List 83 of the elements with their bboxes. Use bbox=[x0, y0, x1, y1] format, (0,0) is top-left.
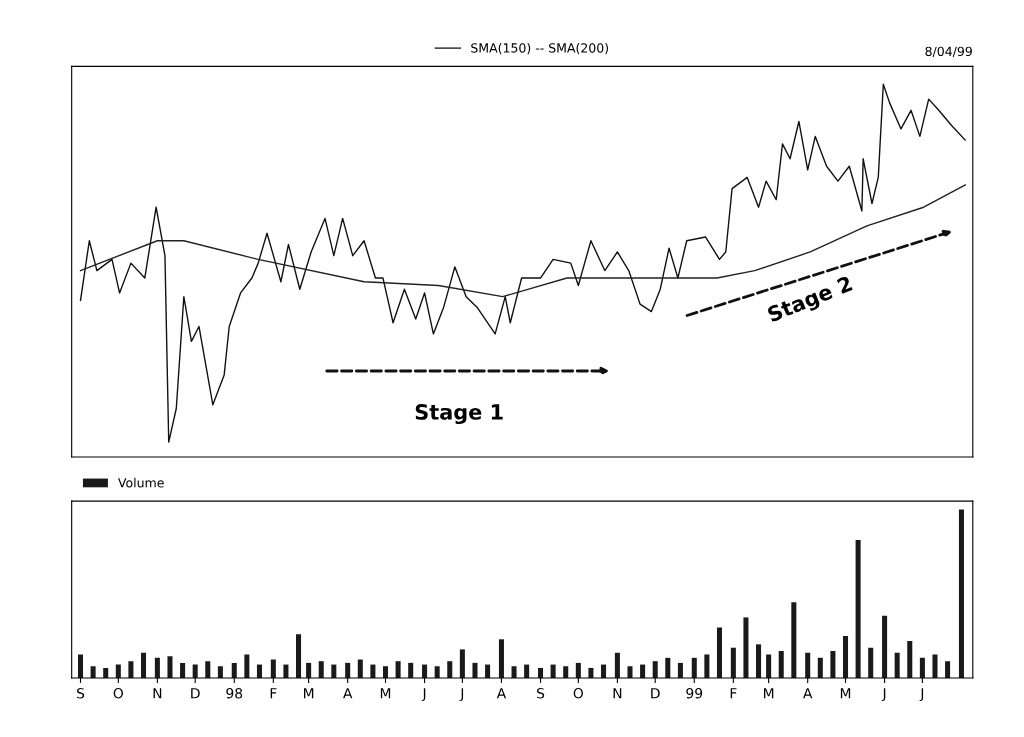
x-tick-label: O bbox=[113, 688, 123, 699]
bar bbox=[704, 654, 710, 679]
annotation: Stage 1 bbox=[415, 404, 503, 425]
bar bbox=[627, 666, 633, 679]
bar bbox=[691, 657, 697, 679]
x-tick-label: N bbox=[153, 688, 162, 699]
bar bbox=[217, 666, 223, 679]
bar bbox=[498, 639, 504, 679]
x-tick-label: S bbox=[537, 688, 545, 699]
bar bbox=[932, 654, 938, 679]
bar bbox=[907, 640, 913, 679]
bar bbox=[778, 651, 784, 679]
bar bbox=[743, 617, 749, 679]
bar bbox=[447, 661, 453, 679]
bar bbox=[665, 657, 671, 679]
bar bbox=[945, 661, 951, 679]
legend-label: Volume bbox=[118, 477, 164, 488]
bar bbox=[77, 654, 84, 679]
bar bbox=[830, 651, 836, 679]
x-tick-label: J bbox=[919, 688, 924, 702]
bar bbox=[472, 662, 478, 679]
bar bbox=[345, 662, 351, 679]
bar bbox=[459, 649, 465, 679]
bar bbox=[766, 654, 772, 679]
x-tick-label: 98 bbox=[226, 688, 243, 699]
bar bbox=[244, 654, 250, 679]
x-tick-label: A bbox=[803, 688, 813, 699]
bar bbox=[756, 644, 762, 679]
bar bbox=[730, 647, 736, 679]
x-tick-label: M bbox=[380, 688, 391, 699]
bar bbox=[154, 657, 160, 679]
bar bbox=[205, 661, 211, 679]
bar bbox=[395, 661, 401, 679]
x-tick-label: D bbox=[191, 688, 200, 699]
bar bbox=[231, 662, 237, 679]
bar bbox=[511, 666, 517, 679]
x-tick-label: F bbox=[270, 688, 277, 699]
bar bbox=[167, 656, 173, 679]
bar bbox=[128, 661, 134, 679]
legend-label: SMA(150) -- SMA(200) bbox=[471, 43, 609, 55]
x-tick-label: F bbox=[730, 688, 737, 699]
x-tick-label: N bbox=[613, 688, 622, 699]
bar bbox=[306, 662, 312, 679]
bar bbox=[882, 615, 888, 679]
bar bbox=[408, 662, 414, 679]
bar bbox=[357, 659, 363, 679]
x-tick-label: A bbox=[496, 688, 507, 699]
x-tick-label: J bbox=[459, 688, 464, 702]
bar bbox=[805, 652, 811, 679]
x-tick-label: S bbox=[77, 688, 85, 699]
x-tick-label: D bbox=[651, 688, 660, 699]
bar bbox=[919, 657, 925, 679]
bar bbox=[382, 666, 389, 679]
bar bbox=[563, 666, 569, 679]
bar bbox=[575, 662, 581, 679]
x-tick-label: J bbox=[881, 688, 886, 702]
annotation: Stage 2 bbox=[766, 275, 855, 327]
bar bbox=[90, 666, 96, 679]
x-tick-label: O bbox=[573, 688, 584, 699]
bar bbox=[614, 652, 620, 679]
bar bbox=[296, 634, 302, 679]
bar bbox=[716, 627, 722, 679]
bar bbox=[141, 652, 147, 679]
text: 8/04/99 bbox=[925, 46, 972, 58]
bar bbox=[855, 539, 861, 679]
x-tick-label: A bbox=[343, 688, 353, 699]
bar bbox=[434, 666, 440, 679]
x-tick-label: J bbox=[421, 688, 426, 702]
bar bbox=[318, 661, 324, 679]
x-tick-label: M bbox=[764, 688, 774, 699]
x-tick-label: M bbox=[840, 688, 851, 699]
x-tick-label: M bbox=[303, 688, 314, 699]
bar bbox=[958, 509, 964, 679]
bar bbox=[868, 647, 874, 679]
bar bbox=[842, 635, 849, 679]
x-tick-label: 99 bbox=[686, 688, 703, 699]
bar bbox=[270, 659, 276, 679]
bar bbox=[652, 661, 658, 679]
bar bbox=[677, 662, 683, 679]
bar bbox=[817, 657, 823, 679]
bar bbox=[894, 652, 900, 679]
bar bbox=[180, 662, 186, 679]
bar bbox=[791, 602, 797, 679]
